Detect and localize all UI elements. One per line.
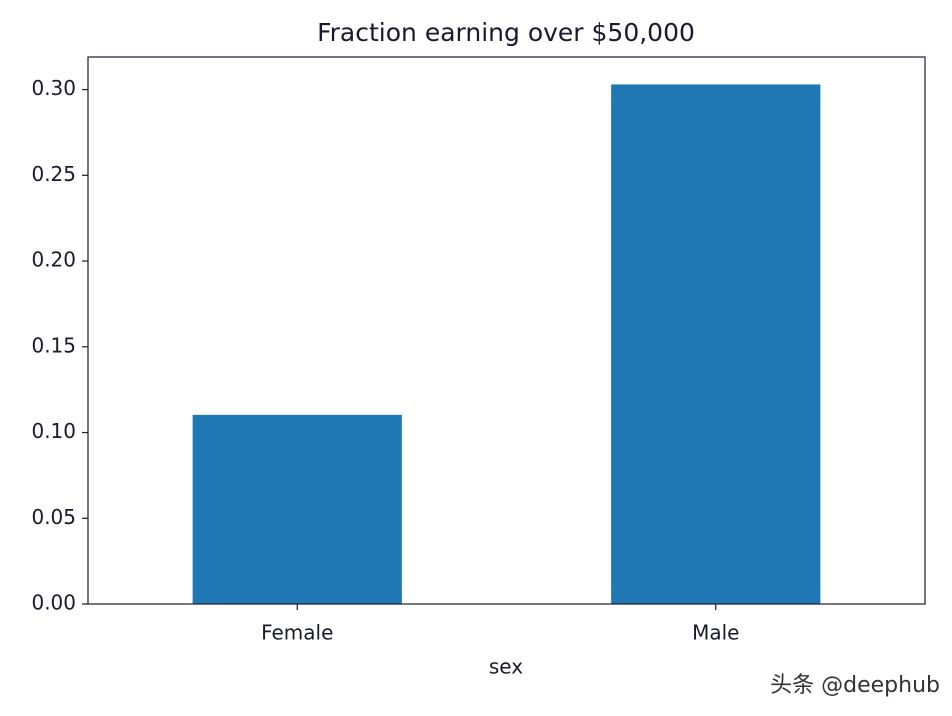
plot-frame xyxy=(87,56,926,605)
bar xyxy=(611,84,821,605)
y-tick-label: 0.15 xyxy=(31,333,76,357)
chart-title: Fraction earning over $50,000 xyxy=(317,18,695,47)
y-tick-label: 0.00 xyxy=(31,591,76,615)
y-tick-label: 0.20 xyxy=(31,248,76,272)
y-tick-label: 0.05 xyxy=(31,505,76,529)
x-tick-label: Male xyxy=(692,621,739,645)
x-tick-label: Female xyxy=(261,621,333,645)
y-tick-label: 0.30 xyxy=(31,76,76,100)
y-tick-label: 0.10 xyxy=(31,419,76,443)
watermark: 头条 @deephub xyxy=(770,673,940,698)
x-axis-label: sex xyxy=(489,655,523,679)
bar xyxy=(192,414,402,604)
y-tick-label: 0.25 xyxy=(31,162,76,186)
